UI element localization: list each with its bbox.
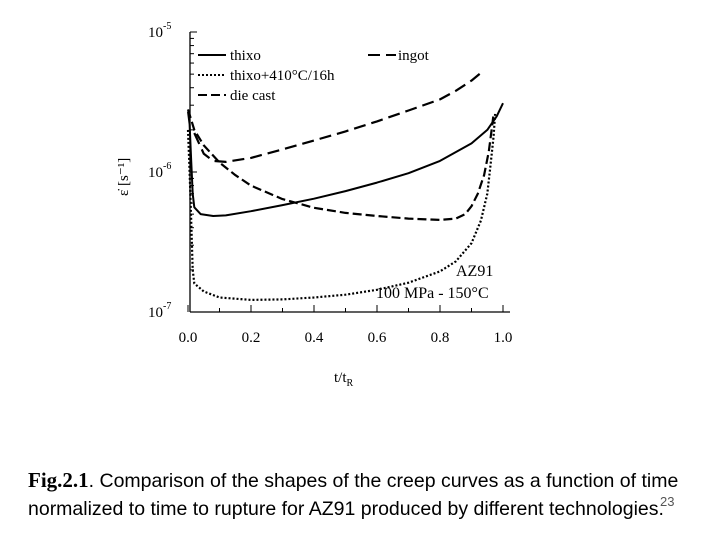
creep-chart: 0.0 0.2 0.4 0.6 0.8 1.0 10-5 10-6 10-7 t/tR ε̇ [s⁻… (116, 21, 512, 389)
legend-entry-3: ingot (398, 48, 430, 64)
annotation-alloy: AZ91 (456, 263, 493, 280)
legend-entry-2: die cast (230, 88, 276, 104)
y-tick-label: 10-5 (148, 21, 171, 41)
series-line-3 (193, 72, 482, 163)
figure-caption: Fig.2.1. Comparison of the shapes of the… (28, 466, 698, 523)
annotation-conditions: 100 MPa - 150°C (376, 285, 489, 302)
x-tick-label: 0.0 (179, 330, 198, 346)
x-axis-label: t/tR (334, 370, 354, 389)
x-tick-label: 0.4 (305, 330, 324, 346)
x-tick-label: 0.2 (242, 330, 261, 346)
caption-fig-label: Fig.2.1 (28, 468, 89, 492)
slide-number: 23 (660, 494, 675, 509)
x-tick-label: 1.0 (494, 330, 513, 346)
legend-entry-1: thixo+410°C/16h (230, 68, 335, 84)
chart-legend: thixo thixo+410°C/16h die cast ingot (198, 48, 430, 104)
chart-annotations: AZ91 100 MPa - 150°C (376, 263, 493, 302)
y-tick-label: 10-6 (148, 161, 171, 181)
chart-series-layer (186, 72, 504, 301)
y-tick-label: 10-7 (148, 301, 171, 321)
x-tick-label: 0.6 (368, 330, 387, 346)
y-axis-label: ε̇ [s⁻¹] (116, 158, 132, 196)
caption-text: . Comparison of the shapes of the creep … (28, 470, 679, 520)
x-tick-label: 0.8 (431, 330, 450, 346)
series-line-2 (186, 109, 495, 221)
series-line-1 (186, 113, 497, 301)
legend-entry-0: thixo (230, 48, 261, 64)
chart-axes: 0.0 0.2 0.4 0.6 0.8 1.0 10-5 10-6 10-7 t/tR ε̇ [s⁻… (116, 21, 512, 389)
series-line-0 (187, 102, 504, 217)
